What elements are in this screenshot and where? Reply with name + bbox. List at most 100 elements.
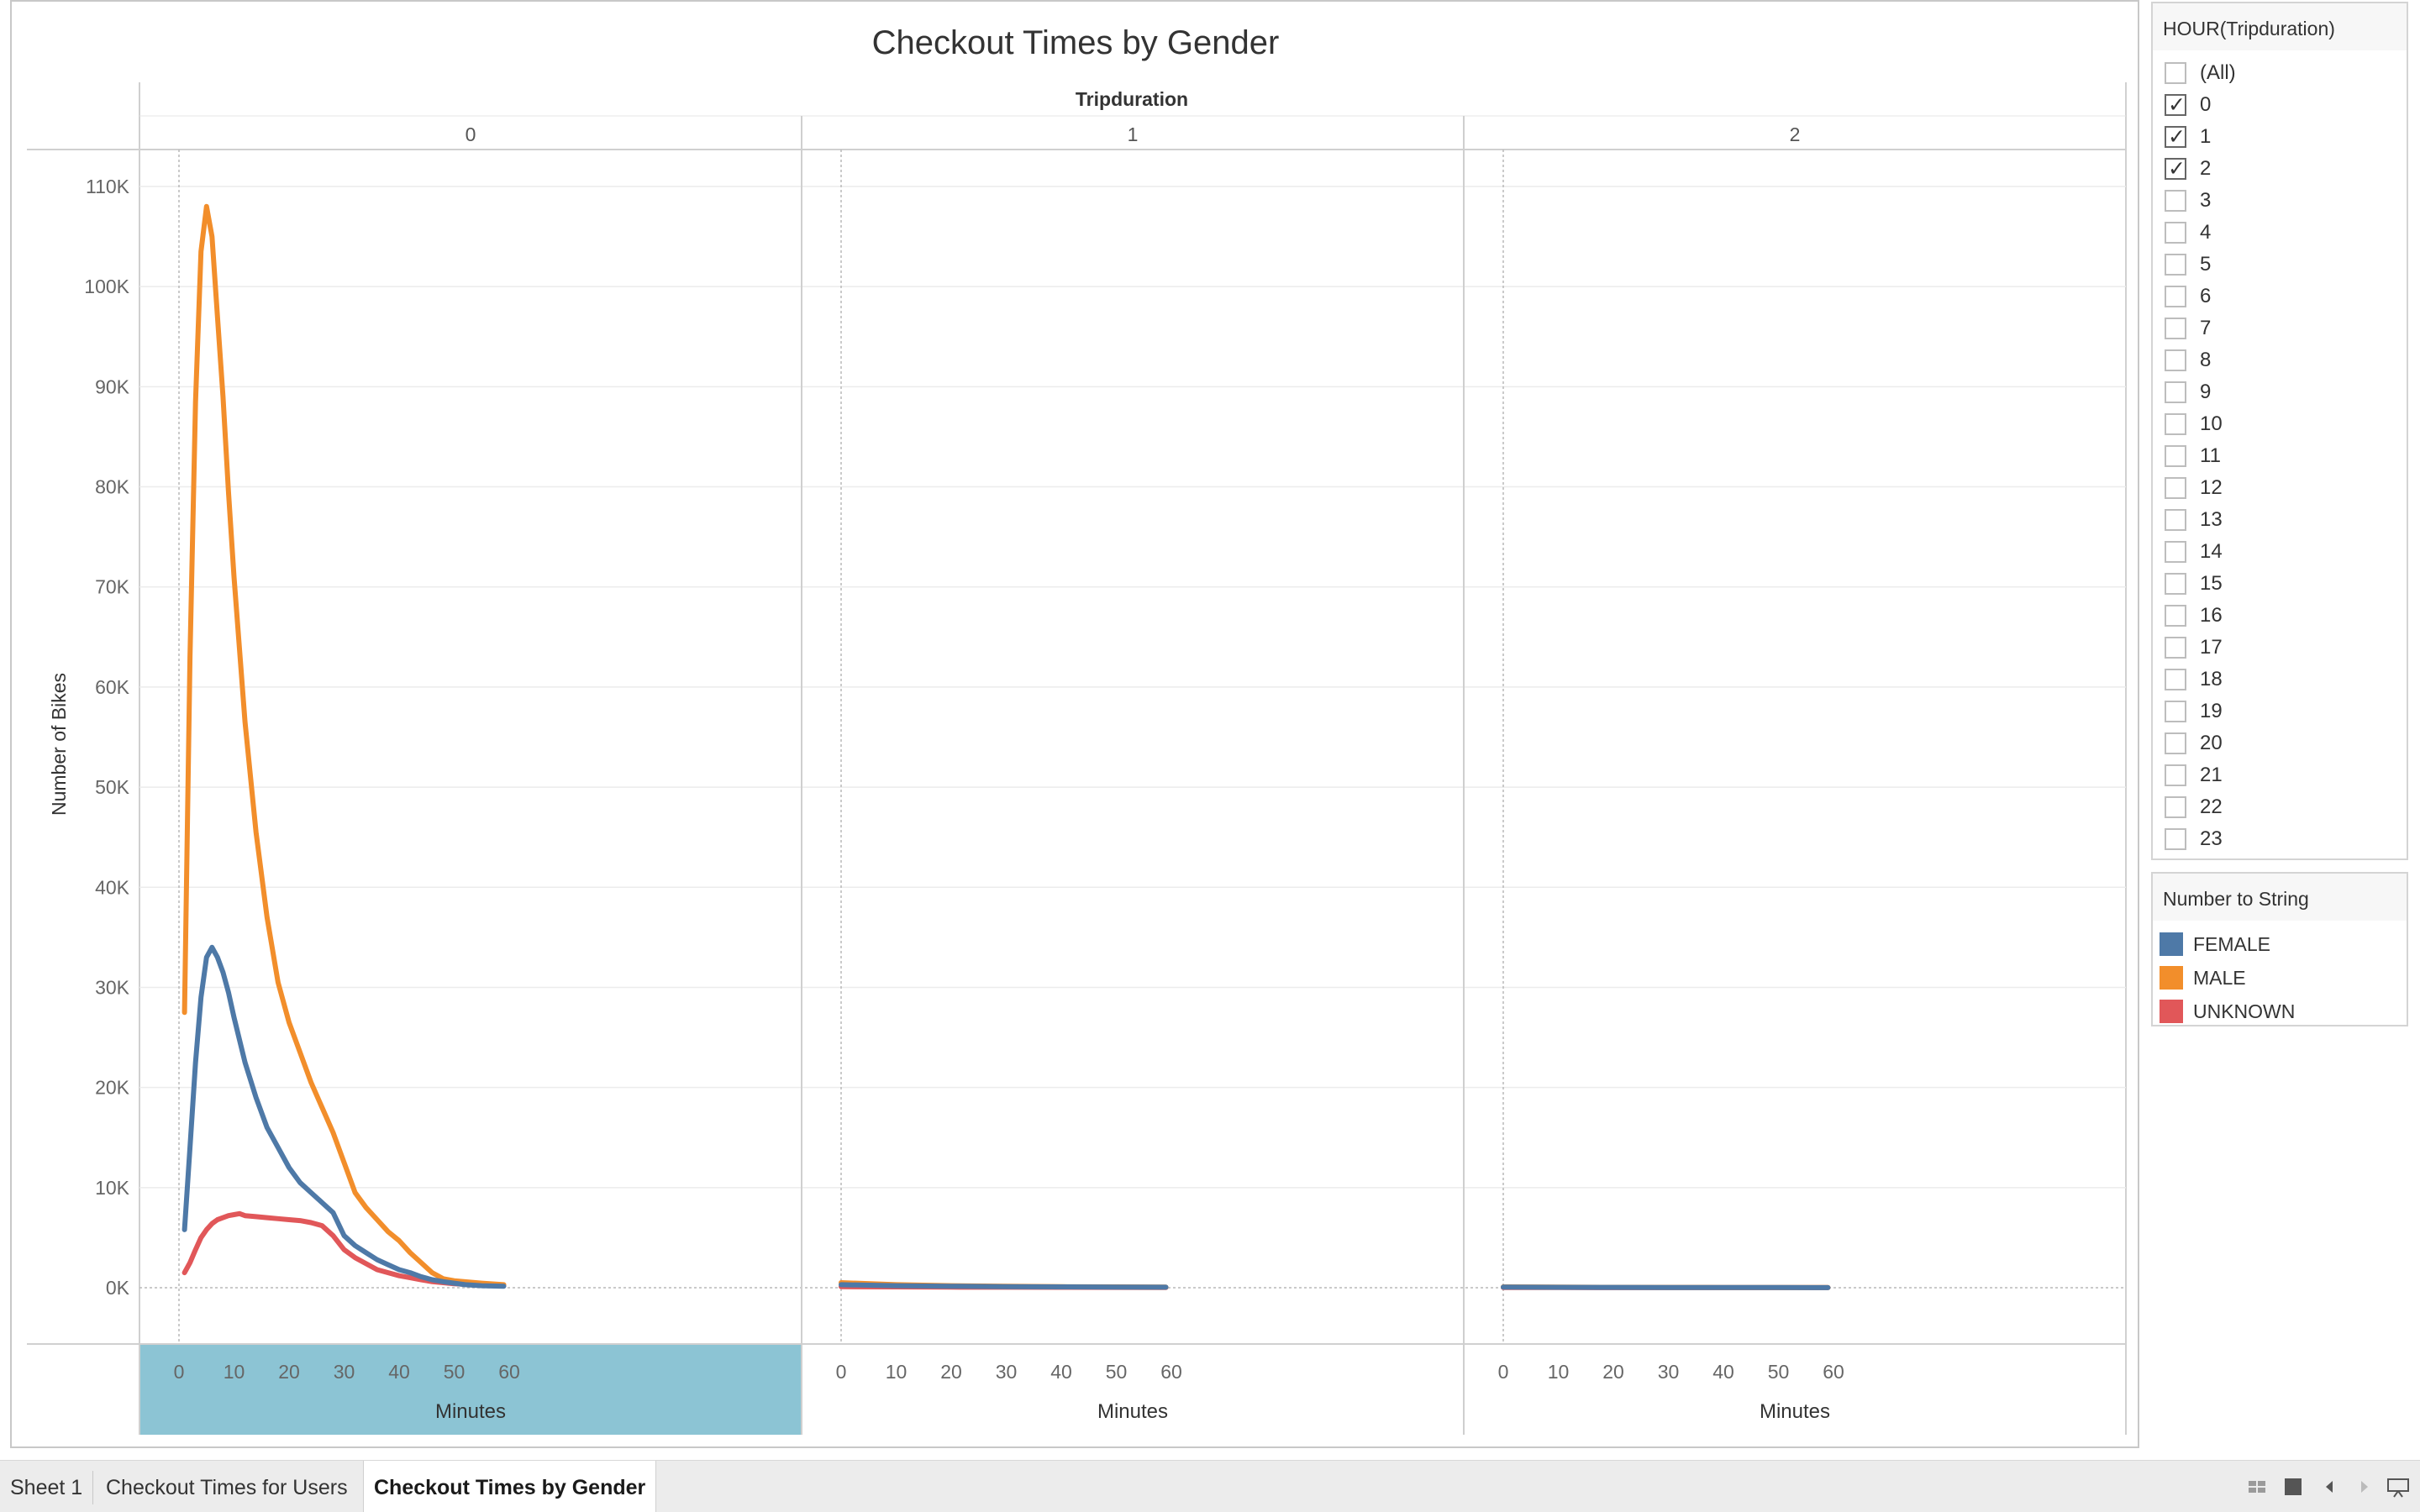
- color-legend-card[interactable]: Number to String FEMALE MALE UNKNOWN: [2151, 872, 2408, 1026]
- filter-item[interactable]: 0: [2165, 89, 2211, 121]
- legend-label: UNKNOWN: [2193, 1000, 2296, 1022]
- checkbox-unchecked[interactable]: [2165, 222, 2186, 244]
- filter-item[interactable]: 18: [2165, 664, 2223, 696]
- scroll-left-icon[interactable]: [2319, 1476, 2341, 1498]
- filter-item[interactable]: 4: [2165, 217, 2211, 249]
- filter-item[interactable]: 3: [2165, 185, 2211, 217]
- checkbox-checked[interactable]: [2165, 92, 2186, 118]
- x-tick-label: 40: [1050, 1361, 1072, 1383]
- chart-title: Checkout Times by Gender: [872, 24, 1280, 61]
- tab-checkout-times-by-gender[interactable]: Checkout Times by Gender: [363, 1461, 657, 1512]
- filter-item[interactable]: 6: [2165, 281, 2211, 312]
- filter-item[interactable]: 21: [2165, 759, 2223, 791]
- checkbox-unchecked[interactable]: [2165, 764, 2186, 786]
- filter-item[interactable]: 2: [2165, 153, 2211, 185]
- checkbox-checked[interactable]: [2165, 124, 2186, 150]
- checkbox-unchecked[interactable]: [2165, 254, 2186, 276]
- series-line-male: [182, 203, 507, 1288]
- checkbox-unchecked[interactable]: [2165, 190, 2186, 212]
- x-tick-label: 10: [224, 1361, 245, 1383]
- filter-item-label: 9: [2200, 381, 2212, 403]
- show-sheets-filmstrip-icon[interactable]: [2282, 1476, 2304, 1498]
- panel-0-axis-highlight: [139, 1344, 802, 1435]
- checkbox-unchecked[interactable]: [2165, 637, 2186, 659]
- y-tick-label: 60K: [95, 676, 130, 698]
- filter-item[interactable]: 23: [2165, 823, 2223, 855]
- panel-header-label: 1: [1128, 123, 1139, 145]
- tab-sheet-1[interactable]: Sheet 1: [10, 1476, 83, 1499]
- panel-header-label: 2: [1790, 123, 1801, 145]
- filter-item[interactable]: (All): [2165, 57, 2236, 89]
- checkbox-unchecked[interactable]: [2165, 573, 2186, 595]
- checkbox-unchecked[interactable]: [2165, 732, 2186, 754]
- x-axis-title: Minutes: [1760, 1400, 1830, 1423]
- filter-item-label: 3: [2200, 189, 2212, 212]
- checkbox-unchecked[interactable]: [2165, 701, 2186, 722]
- checkbox-unchecked[interactable]: [2165, 605, 2186, 627]
- checkbox-unchecked[interactable]: [2165, 286, 2186, 307]
- checkbox-unchecked[interactable]: [2165, 413, 2186, 435]
- x-tick-label: 30: [1658, 1361, 1680, 1383]
- filter-item-label: 13: [2200, 508, 2223, 531]
- checkbox-unchecked[interactable]: [2165, 669, 2186, 690]
- line-chart[interactable]: Checkout Times by Gender Tripduration Nu…: [12, 2, 2138, 1446]
- legend-item[interactable]: UNKNOWN: [2160, 995, 2295, 1028]
- y-tick-label: 50K: [95, 776, 130, 798]
- checkbox-unchecked[interactable]: [2165, 445, 2186, 467]
- filter-item[interactable]: 5: [2165, 249, 2211, 281]
- checkbox-unchecked[interactable]: [2165, 62, 2186, 84]
- filter-item[interactable]: 11: [2165, 440, 2221, 472]
- filter-item[interactable]: 16: [2165, 600, 2223, 632]
- filter-item[interactable]: 22: [2165, 791, 2223, 823]
- x-tick-label: 60: [1160, 1361, 1182, 1383]
- checkbox-unchecked[interactable]: [2165, 477, 2186, 499]
- filter-item[interactable]: 14: [2165, 536, 2223, 568]
- checkbox-unchecked[interactable]: [2165, 318, 2186, 339]
- filter-item[interactable]: 15: [2165, 568, 2223, 600]
- y-tick-label: 40K: [95, 876, 130, 898]
- checkbox-unchecked[interactable]: [2165, 509, 2186, 531]
- y-tick-label: 100K: [84, 276, 129, 297]
- series-line-unknown: [182, 1210, 507, 1289]
- x-axis-title: Minutes: [435, 1400, 506, 1423]
- chart-view[interactable]: Checkout Times by Gender Tripduration Nu…: [10, 0, 2139, 1448]
- x-tick-label: 40: [388, 1361, 410, 1383]
- tab-checkout-times-for-users[interactable]: Checkout Times for Users: [106, 1476, 348, 1499]
- series-line-female: [839, 1282, 1169, 1290]
- y-tick-label: 110K: [86, 176, 130, 197]
- filter-item[interactable]: 7: [2165, 312, 2211, 344]
- checkbox-unchecked[interactable]: [2165, 796, 2186, 818]
- filter-item-label: 22: [2200, 795, 2223, 818]
- show-sheets-grid-icon[interactable]: [2247, 1476, 2269, 1498]
- filter-item[interactable]: 20: [2165, 727, 2223, 759]
- filter-item-label: (All): [2200, 61, 2236, 84]
- filter-item[interactable]: 10: [2165, 408, 2223, 440]
- filter-item-label: 15: [2200, 572, 2223, 595]
- filter-item[interactable]: 13: [2165, 504, 2223, 536]
- checkbox-unchecked[interactable]: [2165, 541, 2186, 563]
- filter-item[interactable]: 12: [2165, 472, 2223, 504]
- filter-card-hour-tripduration[interactable]: HOUR(Tripduration) (All)0123456789101112…: [2151, 2, 2408, 860]
- y-tick-label: 0K: [106, 1277, 130, 1299]
- checkbox-unchecked[interactable]: [2165, 828, 2186, 850]
- legend-item[interactable]: MALE: [2160, 961, 2246, 995]
- presentation-mode-icon[interactable]: [2386, 1476, 2409, 1498]
- filter-item[interactable]: 19: [2165, 696, 2223, 727]
- filter-item-label: 16: [2200, 604, 2223, 627]
- scroll-right-icon[interactable]: [2353, 1476, 2375, 1498]
- filter-item[interactable]: 1: [2165, 121, 2211, 153]
- checkbox-checked[interactable]: [2165, 156, 2186, 181]
- filter-item-label: 20: [2200, 732, 2223, 754]
- filter-item[interactable]: 8: [2165, 344, 2211, 376]
- filter-item[interactable]: 17: [2165, 632, 2223, 664]
- filter-item[interactable]: 9: [2165, 376, 2211, 408]
- legend-item[interactable]: FEMALE: [2160, 927, 2270, 961]
- y-axis-title: Number of Bikes: [48, 673, 70, 816]
- checkbox-unchecked[interactable]: [2165, 381, 2186, 403]
- x-tick-label: 60: [1823, 1361, 1844, 1383]
- filter-item-label: 14: [2200, 540, 2223, 563]
- panel-header-label: 0: [466, 123, 476, 145]
- checkbox-unchecked[interactable]: [2165, 349, 2186, 371]
- x-tick-label: 30: [334, 1361, 355, 1383]
